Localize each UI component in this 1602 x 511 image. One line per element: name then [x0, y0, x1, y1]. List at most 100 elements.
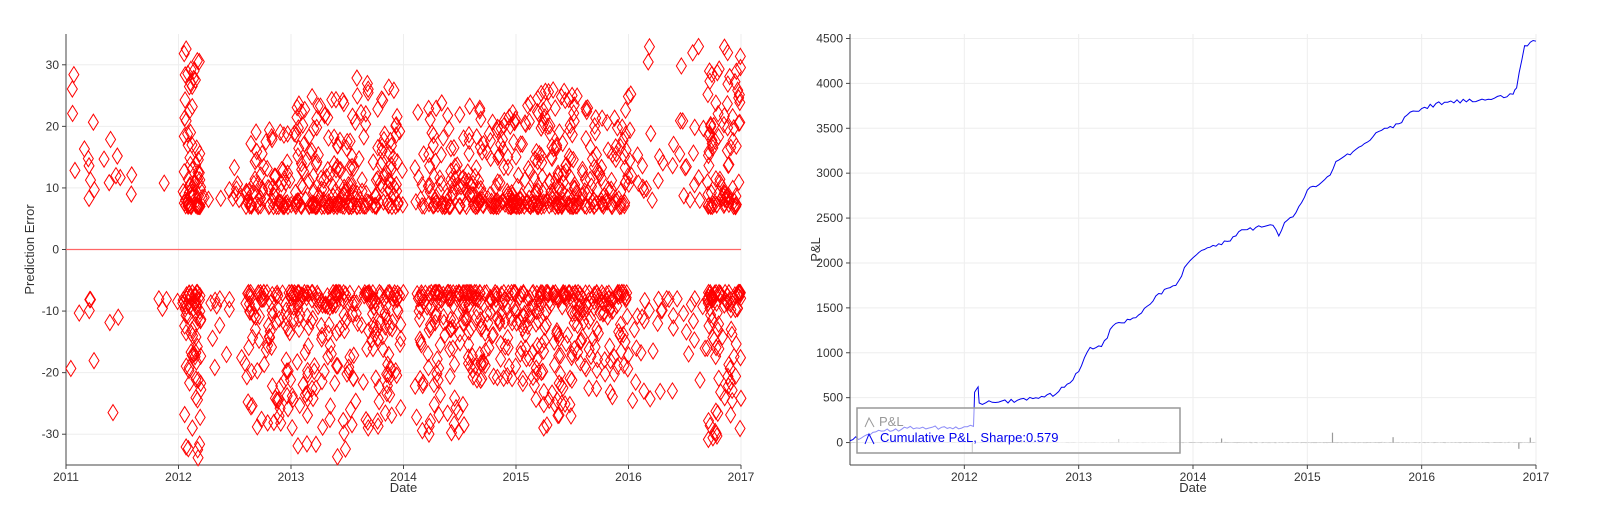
scatter-point: [202, 190, 215, 209]
scatter-point: [432, 283, 444, 302]
scatter-point: [552, 406, 564, 425]
scatter-point: [346, 157, 358, 176]
scatter-point: [190, 388, 202, 407]
scatter-point: [674, 111, 687, 130]
scatter-point: [433, 283, 445, 302]
scatter-point: [356, 316, 368, 335]
scatter-point: [424, 156, 436, 175]
scatter-point: [638, 382, 650, 401]
scatter-point: [585, 347, 597, 366]
scatter-point: [198, 188, 210, 207]
x-tick-label: 2017: [1523, 470, 1550, 484]
scatter-point: [410, 408, 423, 427]
scatter-point: [462, 348, 475, 367]
scatter-point: [491, 284, 503, 303]
scatter-point: [447, 296, 460, 315]
x-tick-label: 2013: [1065, 470, 1092, 484]
scatter-point: [84, 171, 97, 190]
scatter-point: [568, 112, 580, 131]
scatter-point: [694, 191, 706, 210]
scatter-point: [297, 116, 309, 135]
scatter-point: [707, 290, 719, 309]
scatter-point: [564, 369, 576, 388]
scatter-point: [357, 373, 369, 392]
scatter-point: [428, 395, 440, 414]
scatter-point: [722, 377, 735, 395]
scatter-point: [591, 161, 604, 180]
scatter-point: [637, 178, 649, 197]
scatter-point: [415, 333, 427, 352]
scatter-point: [278, 372, 290, 391]
scatter-point: [566, 125, 578, 144]
scatter-point: [675, 57, 687, 75]
scatter-point: [350, 392, 362, 411]
scatter-point: [306, 379, 318, 398]
scatter-point: [361, 74, 373, 93]
scatter-point: [519, 114, 531, 132]
scatter-point: [427, 126, 440, 145]
scatter-point: [459, 195, 471, 214]
scatter-point: [501, 366, 513, 385]
scatter-point: [302, 365, 314, 384]
scatter-point: [622, 167, 634, 186]
scatter-point: [519, 325, 531, 344]
scatter-point: [438, 313, 450, 332]
scatter-point: [730, 137, 742, 156]
scatter-point: [479, 356, 491, 375]
scatter-point: [523, 349, 536, 368]
scatter-point: [195, 347, 207, 366]
scatter-point: [558, 82, 570, 101]
scatter-point: [602, 307, 614, 326]
scatter-point: [578, 312, 590, 331]
scatter-point: [179, 316, 191, 335]
scatter-point: [684, 190, 696, 209]
scatter-point: [301, 406, 314, 425]
scatter-point: [186, 160, 198, 179]
scatter-point: [499, 312, 511, 330]
scatter-point: [705, 197, 717, 216]
scatter-point: [83, 156, 95, 175]
scatter-point: [380, 296, 392, 315]
scatter-point: [272, 286, 284, 305]
scatter-point: [555, 346, 567, 365]
scatter-point: [617, 325, 629, 344]
scatter-point: [418, 197, 430, 216]
scatter-point: [734, 113, 746, 132]
scatter-point: [544, 124, 556, 143]
scatter-point: [69, 161, 81, 180]
scatter-point: [725, 405, 737, 424]
scatter-point: [288, 124, 300, 143]
scatter-point: [275, 174, 288, 193]
scatter-point: [273, 407, 285, 425]
scatter-point: [444, 320, 456, 339]
scatter-point: [713, 60, 725, 79]
scatter-point: [436, 93, 448, 112]
scatter-point: [264, 322, 276, 341]
scatter-point: [506, 313, 518, 332]
scatter-point: [430, 304, 443, 323]
scatter-point: [184, 123, 197, 142]
scatter-point: [469, 167, 481, 186]
scatter-point: [482, 313, 494, 332]
scatter-point: [274, 123, 286, 142]
scatter-point: [371, 412, 384, 431]
scatter-point: [307, 167, 319, 186]
scatter-point: [694, 371, 706, 390]
scatter-point: [654, 382, 666, 401]
scatter-point: [584, 138, 597, 157]
scatter-point: [621, 307, 633, 326]
scatter-point: [516, 135, 529, 154]
y-tick-label: 3000: [816, 166, 843, 180]
scatter-point: [361, 339, 373, 358]
scatter-point: [368, 298, 380, 317]
scatter-point: [378, 167, 390, 186]
scatter-point: [307, 309, 319, 328]
scatter-point: [331, 447, 344, 466]
scatter-point: [716, 189, 728, 208]
scatter-point: [473, 195, 485, 214]
scatter-point: [190, 370, 202, 389]
scatter-point: [614, 197, 626, 216]
scatter-point: [571, 184, 583, 203]
scatter-point: [356, 171, 368, 190]
scatter-point: [435, 145, 447, 164]
